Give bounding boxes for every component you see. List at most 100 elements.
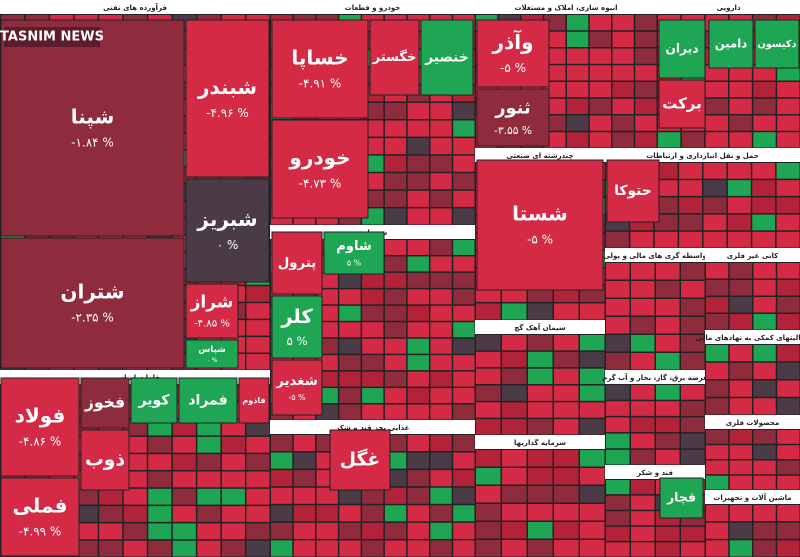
stock-tile <box>185 19 270 178</box>
small-tile <box>407 240 429 255</box>
small-tile <box>528 540 553 557</box>
small-tile <box>656 417 680 433</box>
sector-title: انبوه سازی، املاک و مستغلات <box>515 4 618 12</box>
stock-change: -۳.۵۵ % <box>494 124 532 137</box>
small-tile <box>706 280 729 296</box>
small-tile <box>271 540 293 557</box>
small-tile <box>776 197 800 214</box>
small-tile <box>631 526 655 541</box>
sector-header <box>657 0 800 14</box>
small-tile <box>197 454 221 470</box>
small-tile <box>753 345 776 362</box>
small-tile <box>554 351 579 368</box>
small-tile <box>384 505 407 522</box>
stock-name: شراز <box>190 292 234 313</box>
small-tile <box>567 48 589 64</box>
small-tile <box>339 404 361 420</box>
small-tile <box>753 98 776 114</box>
small-tile <box>316 522 338 539</box>
small-tile <box>362 289 384 305</box>
small-tile <box>777 380 800 397</box>
small-tile <box>554 385 579 401</box>
small-tile <box>729 297 752 313</box>
small-tile <box>729 522 752 539</box>
small-tile <box>362 322 384 338</box>
small-tile <box>777 132 800 148</box>
small-tile <box>706 362 729 379</box>
small-tile <box>777 65 800 81</box>
small-tile <box>606 281 630 298</box>
sector-header <box>0 0 270 14</box>
small-tile <box>567 65 589 81</box>
small-tile <box>727 163 751 179</box>
stock-name: قچار <box>666 490 696 505</box>
small-tile <box>362 272 384 288</box>
small-tile <box>246 523 270 540</box>
small-tile <box>753 540 776 557</box>
stock-tile <box>0 237 185 369</box>
small-tile <box>729 132 752 148</box>
small-tile <box>580 402 605 418</box>
small-tile <box>453 371 475 387</box>
small-tile <box>339 487 361 504</box>
small-tile <box>362 355 384 371</box>
small-tile <box>729 460 752 475</box>
small-tile <box>172 523 196 540</box>
small-tile <box>74 488 98 505</box>
small-tile <box>172 506 196 522</box>
small-tile <box>384 190 407 207</box>
small-tile <box>197 540 221 557</box>
small-tile <box>407 322 429 338</box>
small-tile <box>430 322 452 338</box>
small-tile <box>777 263 800 279</box>
small-tile <box>197 523 221 540</box>
small-tile <box>656 263 680 280</box>
small-tile <box>453 173 475 190</box>
small-tile <box>384 388 407 404</box>
small-tile <box>430 355 452 371</box>
sector-header <box>705 330 800 344</box>
stock-tile <box>754 19 800 69</box>
small-tile <box>384 120 407 137</box>
overlay: نقشه بازار TASNIM NEWS <box>0 2 509 47</box>
small-tile <box>453 256 475 272</box>
small-tile <box>635 132 657 148</box>
stock-name: شتران <box>60 280 124 304</box>
small-tile <box>430 435 452 452</box>
small-tile <box>606 263 630 280</box>
small-tile <box>502 504 527 521</box>
small-tile <box>656 401 680 416</box>
small-tile <box>430 289 452 305</box>
small-tile <box>635 31 657 47</box>
sector-header <box>270 420 475 434</box>
small-tile <box>221 436 245 453</box>
small-tile <box>246 488 270 505</box>
small-tile <box>654 163 678 179</box>
small-tile <box>172 419 196 436</box>
small-tile <box>681 526 705 541</box>
sector-title: محصولات فلزی <box>726 419 780 427</box>
small-tile <box>197 488 221 505</box>
small-tile <box>148 471 172 488</box>
stock-name: حتوکا <box>614 183 652 199</box>
small-tile <box>384 138 407 155</box>
small-tile <box>554 450 579 467</box>
stock-name: خساپا <box>291 46 348 71</box>
small-tile <box>681 281 705 298</box>
small-tile <box>580 540 605 557</box>
stock-tile <box>659 477 704 519</box>
small-tile <box>407 305 429 321</box>
small-tile <box>606 433 630 449</box>
small-tile <box>148 419 172 436</box>
small-tile <box>362 305 384 321</box>
small-tile <box>384 371 407 387</box>
small-tile <box>705 65 728 81</box>
small-tile <box>339 388 361 404</box>
small-tile <box>777 280 800 296</box>
small-tile <box>221 488 245 505</box>
stock-tile <box>420 19 474 96</box>
sector-header <box>705 490 800 504</box>
small-tile <box>430 190 452 207</box>
small-tile <box>197 419 221 436</box>
